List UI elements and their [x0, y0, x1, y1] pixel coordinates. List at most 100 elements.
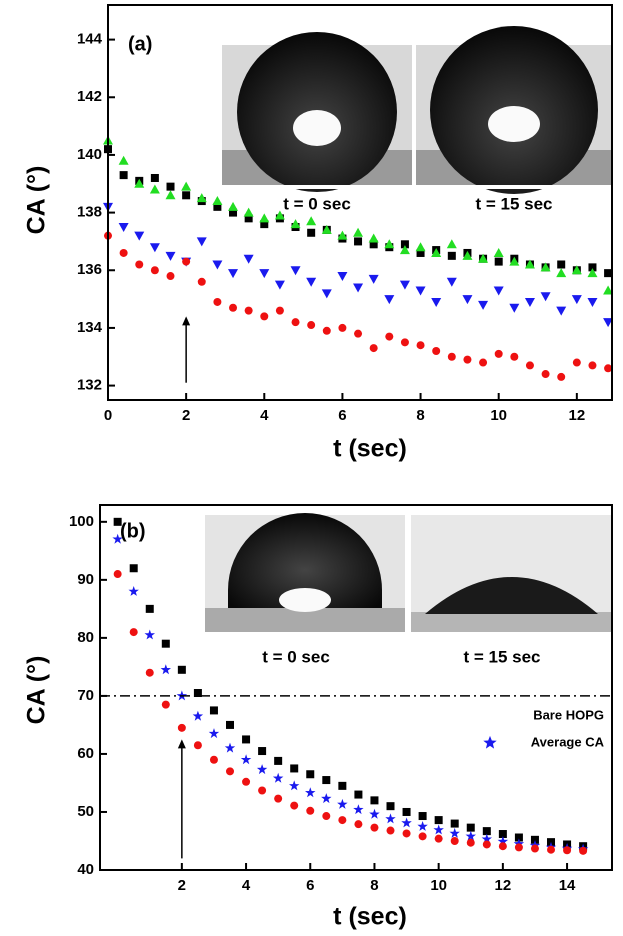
arrow-head	[182, 316, 191, 326]
marker	[462, 295, 473, 305]
marker	[603, 318, 614, 328]
marker	[524, 297, 535, 307]
marker	[112, 533, 123, 544]
marker	[369, 808, 380, 819]
marker	[587, 297, 598, 307]
x-tick-label: 12	[568, 407, 585, 424]
marker	[337, 272, 348, 282]
marker	[547, 845, 556, 854]
inset-image	[411, 515, 612, 632]
marker	[449, 827, 460, 838]
marker	[434, 816, 443, 825]
marker	[353, 227, 364, 237]
marker	[242, 777, 251, 786]
marker	[259, 269, 270, 279]
marker	[557, 372, 566, 381]
marker	[113, 517, 122, 526]
x-tick-label: 6	[338, 407, 346, 424]
inset-image	[222, 32, 412, 192]
marker	[494, 257, 503, 266]
marker	[481, 833, 492, 844]
marker	[149, 243, 160, 253]
marker	[482, 827, 491, 836]
plot-frame	[99, 504, 613, 871]
marker	[368, 274, 379, 284]
marker	[401, 817, 412, 828]
marker	[354, 790, 363, 799]
marker	[181, 181, 192, 191]
inset-image	[205, 513, 405, 632]
marker	[134, 178, 145, 188]
marker	[213, 202, 222, 211]
y-tick-label: 70	[77, 687, 94, 704]
marker	[135, 260, 144, 269]
marker	[418, 812, 427, 821]
marker	[290, 219, 301, 229]
marker	[579, 846, 588, 855]
y-tick-label: 132	[77, 377, 102, 394]
marker	[289, 780, 300, 791]
marker	[337, 230, 348, 240]
marker	[604, 364, 613, 373]
marker	[150, 266, 159, 275]
marker	[400, 240, 409, 249]
marker	[229, 208, 238, 217]
x-tick-label: 4	[260, 407, 269, 424]
marker	[541, 370, 550, 379]
marker	[128, 586, 139, 596]
marker	[530, 844, 539, 853]
marker	[416, 248, 425, 257]
marker	[226, 767, 235, 776]
inset-image	[416, 26, 612, 194]
marker	[129, 564, 138, 573]
marker	[370, 796, 379, 805]
x-tick-label: 2	[182, 407, 190, 424]
marker	[493, 286, 504, 296]
marker	[509, 303, 520, 313]
marker	[354, 237, 363, 246]
marker	[510, 352, 519, 361]
marker	[145, 604, 154, 613]
marker	[493, 247, 504, 257]
marker	[415, 242, 426, 252]
marker	[226, 720, 235, 729]
marker	[370, 823, 379, 832]
marker	[150, 173, 159, 182]
marker	[165, 251, 176, 261]
marker	[322, 812, 331, 821]
marker	[258, 747, 267, 756]
x-axis-title: t (sec)	[333, 903, 407, 931]
marker	[386, 826, 395, 835]
marker	[321, 793, 332, 804]
marker	[384, 295, 395, 305]
x-axis-title: t (sec)	[333, 435, 407, 463]
y-tick-label: 40	[77, 861, 94, 878]
marker	[431, 297, 442, 307]
marker	[119, 248, 128, 257]
marker	[540, 292, 551, 302]
marker	[354, 329, 363, 338]
marker	[338, 781, 347, 790]
marker	[433, 824, 444, 835]
marker	[118, 155, 129, 165]
marker	[588, 263, 597, 272]
marker	[354, 820, 363, 829]
reference-label: Bare HOPG	[533, 707, 604, 722]
y-tick-label: 140	[77, 146, 102, 163]
y-axis-title: CA (°)	[23, 166, 51, 235]
y-tick-label: 142	[77, 88, 102, 105]
marker	[212, 260, 223, 270]
marker	[290, 764, 299, 773]
marker	[368, 233, 379, 243]
x-tick-label: 14	[559, 877, 576, 894]
marker	[434, 834, 443, 843]
x-tick-label: 0	[104, 407, 112, 424]
marker	[417, 821, 428, 831]
marker	[400, 338, 409, 347]
marker	[259, 213, 270, 223]
marker	[540, 262, 551, 272]
marker	[209, 755, 218, 764]
marker	[321, 224, 332, 234]
marker	[166, 272, 175, 281]
